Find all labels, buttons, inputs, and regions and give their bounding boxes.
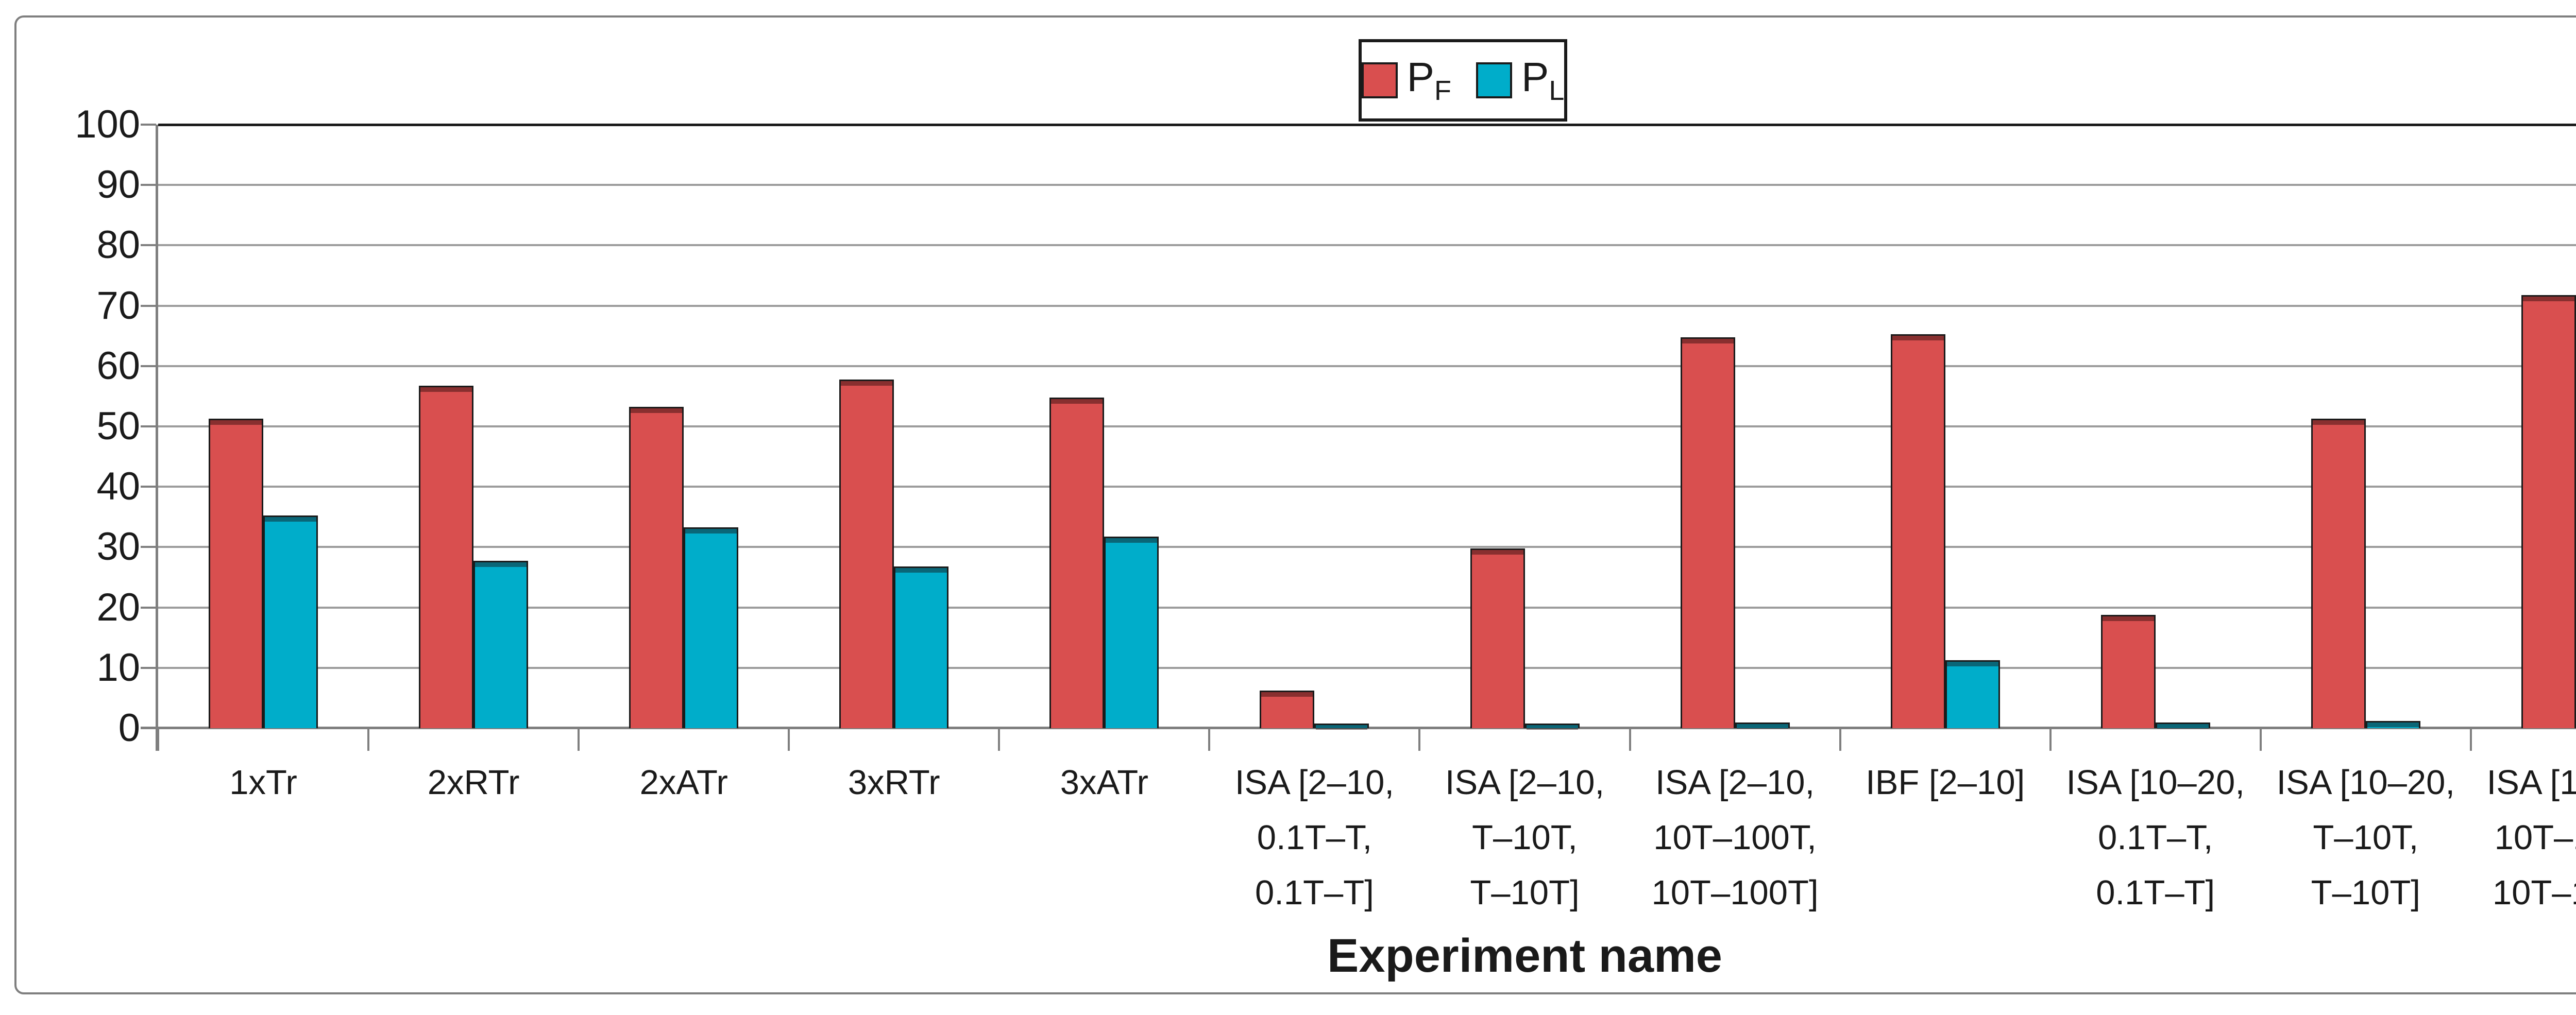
x-axis-tick — [1418, 728, 1421, 751]
x-category-label: 2xRTr — [427, 763, 520, 802]
y-axis-tick — [141, 486, 156, 488]
gridline — [158, 184, 2576, 186]
y-axis-tick — [141, 304, 156, 307]
bar-p_f-8 — [1680, 337, 1735, 728]
legend-swatch-p_f — [1361, 62, 1398, 98]
bar-p_l-3 — [684, 527, 739, 728]
x-axis-title: Experiment name — [1327, 930, 1722, 982]
x-category-label: ISA [10–20, 0.1T–T, 0.1T–T] — [2066, 763, 2245, 912]
legend-swatch-p_l — [1476, 62, 1512, 98]
chart-figure: PF PL 0 10 20 30 40 50 60 70 80 90 100 1xTr 2xRTr 2xA… — [14, 15, 2576, 994]
y-axis-tick — [141, 184, 156, 186]
y-axis-tick — [141, 124, 156, 126]
x-axis-tick — [1839, 728, 1841, 751]
y-axis-tick — [141, 546, 156, 548]
y-axis-tick — [141, 244, 156, 247]
x-axis-tick — [367, 728, 370, 751]
y-axis-tick — [141, 425, 156, 427]
bar-p_f-3 — [629, 406, 684, 728]
x-category-label: ISA [10–20, 10T–100T, 10T–100T] — [2486, 763, 2576, 912]
y-tick-label: 100 — [75, 102, 140, 146]
bar-p_f-10 — [2100, 615, 2156, 728]
plot-area — [141, 124, 2576, 751]
x-category-label: ISA [2–10, 0.1T–T, 0.1T–T] — [1234, 763, 1395, 912]
y-tick-label: 50 — [96, 404, 140, 448]
y-tick-label: 10 — [96, 645, 140, 690]
x-category-label: 3xATr — [1060, 763, 1148, 802]
bar-p_l-2 — [473, 560, 529, 728]
bar-p_l-11 — [2365, 721, 2420, 728]
gridline — [158, 304, 2576, 307]
gridline — [158, 425, 2576, 427]
bar-p_l-8 — [1735, 722, 1790, 729]
x-axis-tick — [2049, 728, 2052, 751]
legend-item-p_f: PF — [1361, 54, 1451, 106]
bar-p_f-6 — [1260, 690, 1315, 728]
bar-p_l-5 — [1104, 536, 1159, 728]
x-axis-tick — [157, 728, 159, 751]
y-tick-label: 80 — [96, 223, 140, 267]
legend-item-p_l: PL — [1476, 54, 1565, 106]
gridline — [158, 546, 2576, 548]
y-tick-label: 20 — [96, 585, 140, 629]
y-tick-label: 70 — [96, 283, 140, 328]
y-tick-label: 40 — [96, 465, 140, 509]
bar-p_f-4 — [839, 380, 894, 728]
bar-p_l-9 — [1945, 660, 2000, 728]
y-tick-label: 60 — [96, 343, 140, 388]
gridline — [158, 606, 2576, 609]
bar-p_f-9 — [1890, 334, 1945, 728]
bar-p_l-7 — [1524, 724, 1580, 730]
bar-p_l-1 — [263, 515, 318, 728]
bar-p_f-5 — [1049, 398, 1105, 728]
bar-p_f-7 — [1470, 548, 1525, 728]
x-category-label: IBF [2–10] — [1866, 763, 2025, 802]
x-category-label: ISA [10–20, T–10T, T–10T] — [2276, 763, 2455, 912]
bar-p_f-12 — [2521, 295, 2576, 728]
x-axis-tick — [1208, 728, 1211, 751]
x-axis-tick — [578, 728, 580, 751]
y-tick-label: 90 — [96, 163, 140, 207]
legend-label-p_f: PF — [1406, 54, 1451, 106]
bar-p_f-11 — [2311, 419, 2366, 728]
y-axis-line — [156, 125, 158, 751]
bar-p_f-2 — [419, 385, 474, 728]
x-category-label: 2xATr — [639, 763, 728, 802]
x-axis-tick — [1629, 728, 1631, 751]
x-category-label: 3xRTr — [848, 763, 940, 802]
gridline — [158, 666, 2576, 669]
bar-p_f-1 — [209, 419, 264, 728]
x-axis-tick — [788, 728, 790, 751]
gridline — [158, 486, 2576, 488]
bar-p_l-6 — [1314, 724, 1369, 730]
x-axis-tick — [998, 728, 1001, 751]
x-category-label: 1xTr — [229, 763, 297, 802]
legend-label-p_l: PL — [1521, 54, 1565, 106]
bar-p_l-4 — [894, 566, 949, 728]
y-axis-tick — [141, 365, 156, 367]
plot-top-gridline — [158, 124, 2576, 126]
x-category-label: ISA [2–10, 10T–100T, 10T–100T] — [1651, 763, 1819, 912]
gridline — [158, 365, 2576, 367]
legend: PF PL — [1359, 39, 1567, 122]
y-tick-label: 30 — [96, 525, 140, 569]
y-axis-tick — [141, 666, 156, 669]
y-tick-label: 0 — [118, 706, 140, 750]
bar-p_l-10 — [2155, 722, 2210, 729]
x-axis-tick — [2469, 728, 2472, 751]
x-category-label: ISA [2–10, T–10T, T–10T] — [1445, 763, 1605, 912]
gridline — [158, 244, 2576, 247]
y-axis-tick — [141, 606, 156, 609]
x-axis-tick — [2259, 728, 2262, 751]
